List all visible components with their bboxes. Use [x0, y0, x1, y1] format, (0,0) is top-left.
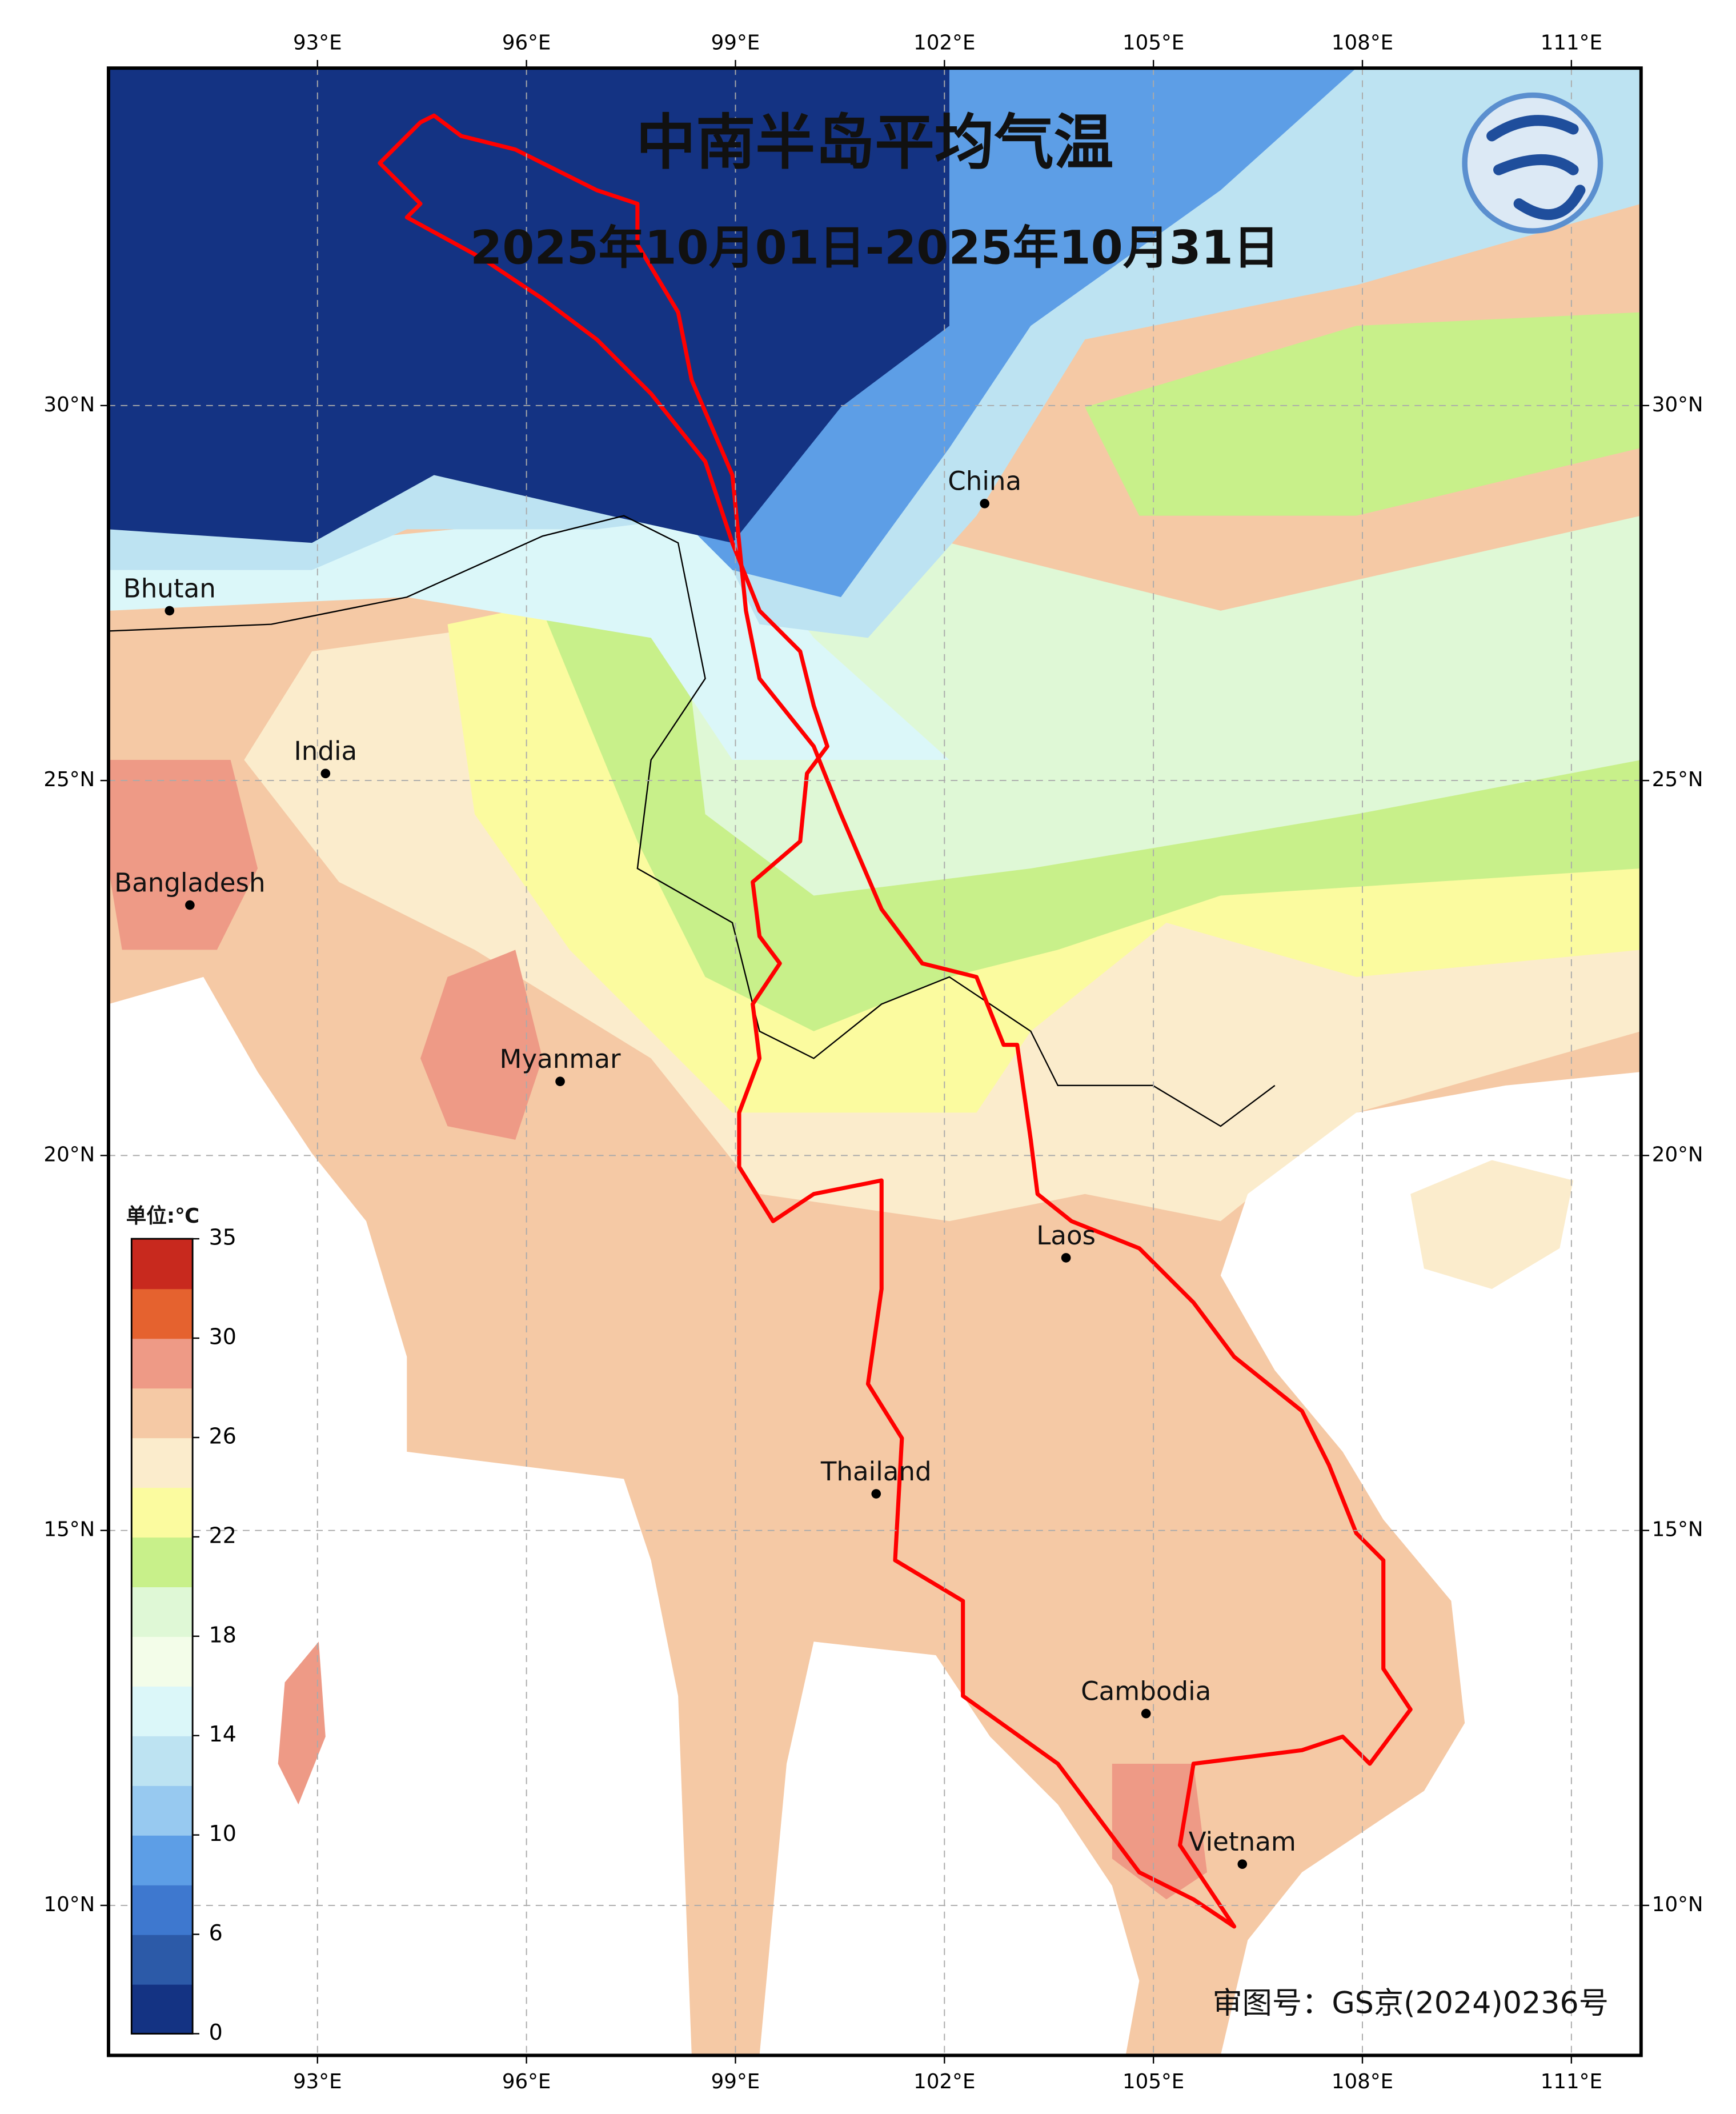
place-label: Vietnam	[1189, 1827, 1296, 1857]
place-labels: Bhutan India Bangladesh Myanmar China Laos Tha…	[114, 466, 1296, 1869]
place-dot	[165, 606, 175, 616]
x-tick-label: 99°E	[711, 2070, 760, 2093]
place-dot	[1237, 1859, 1248, 1869]
colorbar-band	[131, 1884, 193, 1935]
zone-hot-myanmar	[420, 950, 543, 1140]
basin-boundary	[378, 113, 1413, 1929]
sea-bengal-andaman	[108, 976, 692, 2056]
x-tick-label: 108°E	[1332, 2070, 1393, 2093]
logo	[1462, 92, 1603, 234]
colorbar-tick-label: 10	[209, 1821, 236, 1846]
y-tick-label: 20°N	[43, 1143, 95, 1166]
colorbar-band	[131, 1934, 193, 1985]
colorbar-tick-label: 30	[209, 1324, 236, 1350]
x-tick-label: 93°E	[293, 31, 342, 54]
y-tick-label: 25°N	[1652, 768, 1703, 791]
colorbar-tick-label: 6	[209, 1920, 223, 1945]
colorbar-band	[131, 1636, 193, 1687]
place-dot	[871, 1489, 881, 1499]
place-label: China	[948, 466, 1021, 497]
temperature-field	[108, 68, 1641, 2056]
colorbar-band	[131, 1437, 193, 1488]
colorbar-band	[131, 1835, 193, 1885]
colorbar-band	[131, 1586, 193, 1637]
place-dot	[185, 900, 195, 910]
colorbar-tick-label: 35	[209, 1225, 236, 1250]
map-title: 中南半岛平均气温	[636, 108, 1114, 178]
colorbar-tick-label: 18	[209, 1622, 236, 1647]
y-tick-label: 10°N	[43, 1893, 95, 1916]
x-tick-label: 111°E	[1541, 2070, 1602, 2093]
place-label: Cambodia	[1081, 1676, 1211, 1707]
y-tick-label: 15°N	[1652, 1518, 1703, 1542]
zone-green-north	[1085, 312, 1641, 516]
place-dot	[555, 1076, 565, 1087]
place-dot	[1141, 1708, 1151, 1719]
x-tick-label: 99°E	[711, 31, 760, 54]
colorbar-band	[131, 1536, 193, 1588]
place-dot	[1061, 1253, 1071, 1263]
place-label: India	[294, 736, 357, 766]
y-tick-label: 15°N	[43, 1518, 95, 1542]
zone-pale-green	[678, 515, 1641, 896]
colorbar-band	[131, 1685, 193, 1736]
colorbar-band	[131, 1288, 193, 1339]
x-tick-label: 105°E	[1122, 2070, 1184, 2093]
colorbar-tick-label: 0	[209, 2020, 223, 2045]
place-label: Bhutan	[123, 573, 216, 603]
country-borders	[108, 515, 1276, 1127]
x-tick-label: 108°E	[1332, 31, 1393, 54]
island-andaman	[278, 1641, 326, 1805]
colorbar-tick-label: 14	[209, 1721, 236, 1747]
sea-gulf-thailand	[759, 1641, 1140, 2056]
y-tick-label: 30°N	[1652, 393, 1703, 417]
y-tick-label: 25°N	[43, 768, 95, 791]
colorbar-band	[131, 1388, 193, 1439]
x-tick-label: 96°E	[502, 31, 551, 54]
colorbar: 0 6 10 14 18 22 26 30 35	[130, 1225, 236, 2045]
colorbar-band	[131, 1239, 193, 1290]
place-label: Bangladesh	[114, 867, 265, 898]
y-tick-label: 10°N	[1652, 1893, 1703, 1916]
x-tick-label: 102°E	[913, 31, 975, 54]
sea-south-china	[1220, 1072, 1641, 2056]
place-dot	[320, 768, 331, 779]
map-subtitle: 2025年10月01日-2025年10月31日	[470, 222, 1279, 275]
island-hainan	[1410, 1160, 1574, 1289]
map-frame	[106, 66, 1643, 2057]
colorbar-band	[131, 1338, 193, 1389]
x-tick-label: 111°E	[1541, 31, 1602, 54]
place-label: Thailand	[820, 1456, 932, 1487]
x-tick-label: 93°E	[293, 2070, 342, 2093]
colorbar-band	[131, 1785, 193, 1836]
colorbar-tick-label: 22	[209, 1523, 236, 1548]
colorbar-band	[131, 1487, 193, 1538]
zone-hot-bangladesh	[108, 760, 258, 950]
x-tick-label: 96°E	[502, 2070, 551, 2093]
colorbar-band	[131, 1984, 193, 2035]
place-dot	[980, 499, 989, 509]
colorbar-tick-label: 26	[209, 1423, 236, 1448]
colorbar-band	[131, 1735, 193, 1786]
x-tick-label: 102°E	[913, 2070, 975, 2093]
y-tick-label: 20°N	[1652, 1143, 1703, 1166]
y-tick-label: 30°N	[43, 393, 95, 417]
place-label: Laos	[1036, 1220, 1096, 1251]
place-label: Myanmar	[500, 1044, 621, 1074]
approval-number: 审图号：GS京(2024)0236号	[1212, 1987, 1608, 2021]
graticule: 93°E 93°E 96°E 96°E 99°E 99°E 102°E 102°E 105°E 1…	[43, 31, 1703, 2093]
x-tick-label: 105°E	[1122, 31, 1184, 54]
colorbar-title: 单位:℃	[126, 1204, 200, 1228]
zone-dark-blue	[108, 68, 949, 543]
